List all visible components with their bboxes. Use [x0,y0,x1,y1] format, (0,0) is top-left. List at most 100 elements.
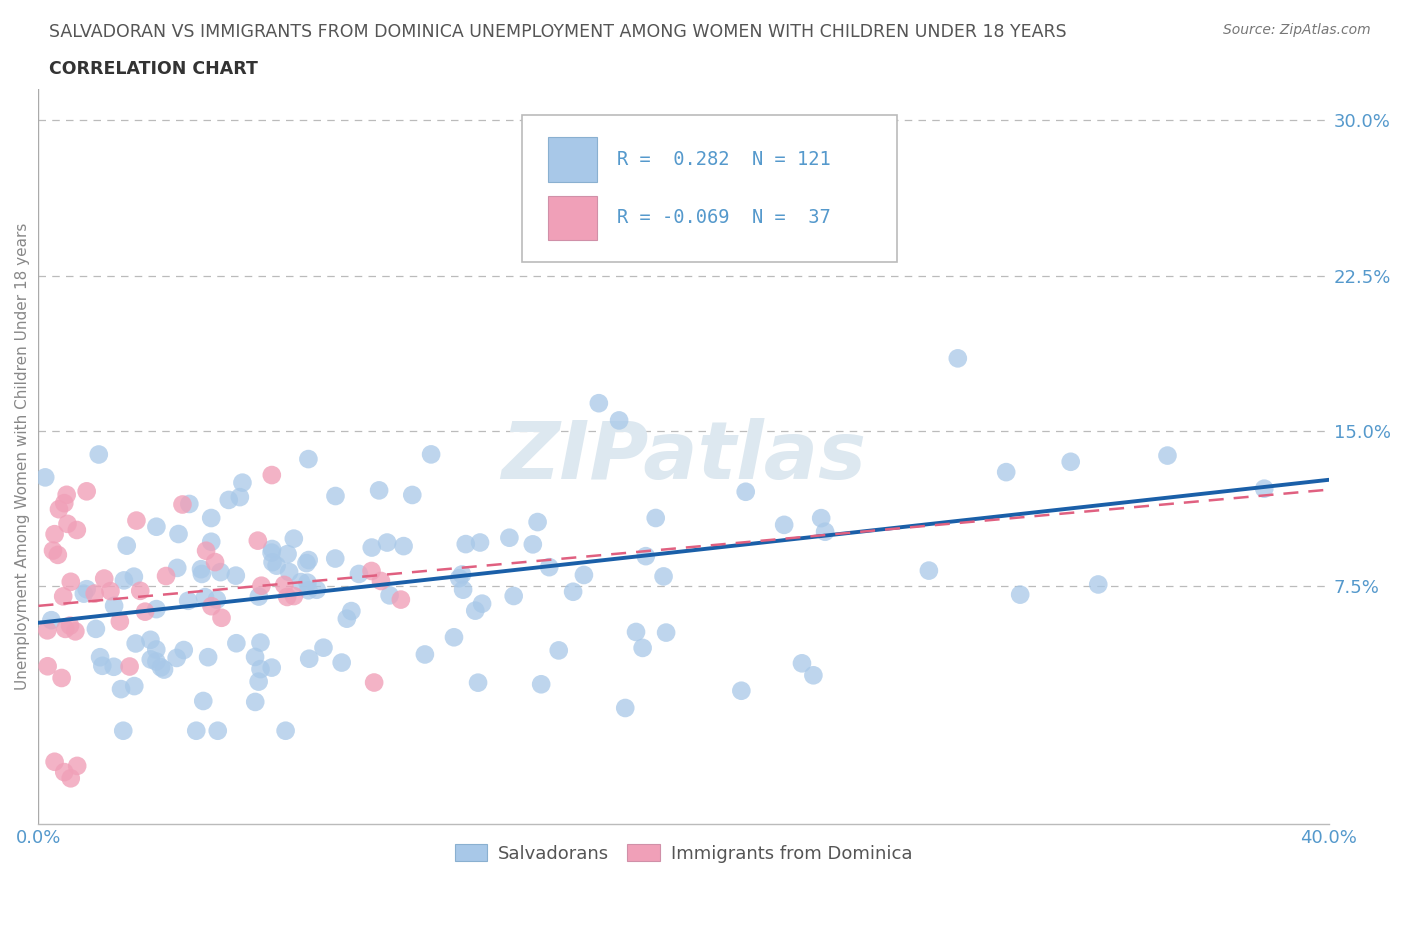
Point [179,497,201,512]
Point [150,660,173,675]
Point [655,625,678,640]
Point [124,636,146,651]
Point [194,590,217,604]
Point [76,484,98,498]
Point [297,575,319,590]
Point [325,488,347,503]
Bar [548,137,598,181]
Point [207,724,229,738]
Point [129,583,152,598]
Point [464,604,486,618]
Point [547,643,569,658]
Point [200,599,222,614]
Point [53,621,76,636]
Point [100,584,122,599]
Point [195,543,218,558]
Point [360,540,382,555]
Point [624,625,647,640]
Point [172,497,194,512]
Point [112,724,135,738]
Point [249,661,271,676]
Point [773,517,796,532]
Point [37,623,59,638]
Point [205,592,228,607]
Point [526,514,548,529]
Point [389,592,412,607]
Point [323,551,346,566]
Point [449,571,471,586]
Point [103,659,125,674]
Point [498,530,520,545]
Point [607,413,630,428]
Point [634,549,657,564]
Point [55,487,77,502]
Point [56,516,79,531]
Text: CORRELATION CHART: CORRELATION CHART [49,60,259,78]
Point [451,582,474,597]
Point [471,596,494,611]
Point [378,588,401,603]
Point [155,568,177,583]
Point [200,511,222,525]
Point [166,650,188,665]
Point [44,754,66,769]
Point [89,650,111,665]
Point [247,674,270,689]
Point [34,470,56,485]
Point [262,555,284,570]
Point [249,635,271,650]
Point [266,558,288,573]
Point [209,565,232,579]
Point [73,586,96,601]
Point [103,598,125,613]
Point [218,493,240,508]
Point [122,569,145,584]
Point [336,611,359,626]
Legend: Salvadorans, Immigrants from Dominica: Salvadorans, Immigrants from Dominica [447,837,920,870]
Point [312,640,335,655]
Point [730,684,752,698]
Point [283,531,305,546]
Point [59,618,82,633]
Point [52,589,75,604]
Point [262,541,284,556]
Point [1010,587,1032,602]
Point [413,647,436,662]
Bar [548,195,598,240]
Point [173,643,195,658]
Text: R = -0.069  N =  37: R = -0.069 N = 37 [616,208,831,227]
Point [1253,481,1275,496]
Point [243,649,266,664]
Point [115,538,138,553]
Point [167,526,190,541]
Point [53,764,76,779]
Point [754,146,776,161]
Point [1156,448,1178,463]
Point [145,654,167,669]
Point [225,568,247,583]
Point [190,562,212,577]
Point [134,604,156,619]
Point [375,535,398,550]
Point [530,677,553,692]
Point [59,575,82,590]
Point [211,610,233,625]
Point [118,659,141,674]
Point [66,523,89,538]
Point [145,642,167,657]
Point [420,447,443,462]
Point [260,468,283,483]
Point [360,564,382,578]
Point [42,543,65,558]
Y-axis label: Unemployment Among Women with Children Under 18 years: Unemployment Among Women with Children U… [15,223,30,690]
Point [245,695,267,710]
Point [200,535,222,550]
Point [108,614,131,629]
Point [995,465,1018,480]
Point [84,621,107,636]
Point [522,537,544,551]
Point [347,566,370,581]
Point [814,525,837,539]
Point [631,641,654,656]
Point [91,658,114,673]
